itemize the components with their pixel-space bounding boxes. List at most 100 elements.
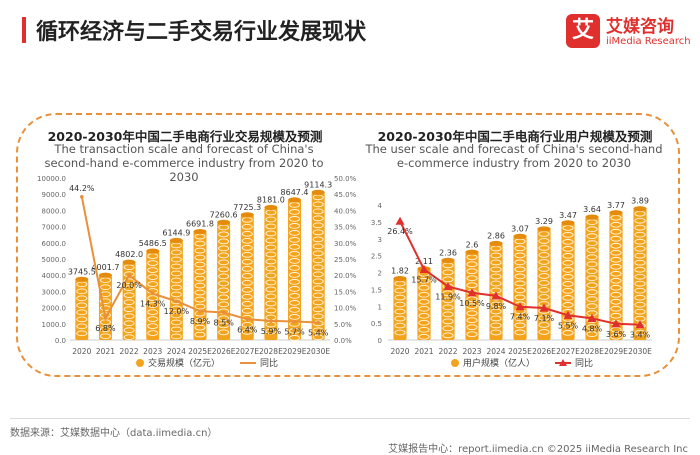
right-yoy-label: 3.6% — [606, 330, 627, 339]
left-legend-bar-swatch — [136, 359, 144, 367]
right-yoy-label: 7.1% — [534, 314, 555, 323]
left-y-tick-right: 30.0% — [334, 240, 357, 248]
left-yoy-point — [198, 309, 202, 313]
left-y-tick-right: 40.0% — [334, 207, 357, 215]
right-bar-label: 2.36 — [439, 248, 457, 257]
left-yoy-point — [316, 320, 320, 325]
left-bar-label: 8181.0 — [257, 195, 285, 204]
left-bar-label: 4802.0 — [115, 250, 143, 259]
left-yoy-label: 5.9% — [261, 327, 282, 336]
right-bar-label: 2.11 — [415, 257, 433, 266]
footer-source: 数据来源：艾媒数据中心（data.iimedia.cn） — [10, 428, 218, 439]
right-bar-label: 3.89 — [631, 197, 649, 206]
left-y-tick-left: 0.0 — [55, 337, 66, 345]
left-bar-label: 7725.3 — [233, 203, 261, 212]
left-y-tick-right: 15.0% — [334, 288, 357, 296]
right-bar-label: 3.07 — [511, 224, 529, 233]
left-legend-line-label: 同比 — [260, 357, 278, 369]
right-bar-label: 3.29 — [535, 217, 553, 226]
left-x-tick: 2025E — [188, 347, 212, 356]
right-x-tick: 2021 — [414, 347, 433, 356]
left-bar — [146, 248, 160, 340]
left-x-tick: 2022 — [120, 347, 139, 356]
right-x-tick: 2028E — [580, 347, 604, 356]
left-yoy-label: 8.5% — [213, 318, 234, 327]
left-yoy-label: 5.7% — [284, 328, 305, 337]
left-yoy-label: 8.9% — [190, 317, 211, 326]
right-bar-label: 1.82 — [391, 267, 409, 276]
right-yoy-point — [443, 281, 453, 291]
left-yoy-label: 5.4% — [308, 329, 329, 338]
right-y-tick-left: 0.5 — [371, 320, 382, 328]
left-yoy-point — [150, 291, 155, 296]
left-bar-label: 6691.8 — [186, 220, 214, 229]
right-x-tick: 2030E — [628, 347, 652, 356]
right-yoy-label: 10.5% — [459, 299, 485, 308]
right-bar-label: 2.86 — [487, 231, 505, 240]
left-y-tick-right: 0.0% — [334, 337, 352, 345]
right-bar — [633, 206, 647, 340]
right-yoy-label: 4.8% — [582, 324, 603, 333]
right-chart-subtitle: The user scale and forecast of China's s… — [365, 142, 663, 170]
left-bar — [98, 272, 112, 340]
left-yoy-label: 6.8% — [95, 324, 116, 333]
left-yoy-point — [103, 316, 108, 320]
right-bar — [489, 240, 503, 340]
right-x-tick: 2025E — [508, 347, 532, 356]
left-y-tick-left: 7000.0 — [42, 224, 67, 232]
left-y-tick-left: 5000.0 — [42, 256, 67, 264]
left-bar — [193, 228, 207, 340]
left-yoy-point — [269, 319, 273, 323]
right-y-tick-left: 2 — [378, 270, 382, 278]
left-y-tick-right: 50.0% — [334, 175, 357, 183]
brand-logo: 艾 艾媒咨询 iiMedia Research — [566, 12, 691, 54]
left-y-tick-right: 25.0% — [334, 256, 357, 264]
right-yoy-label: 15.7% — [411, 275, 437, 284]
right-x-tick: 2020 — [390, 347, 409, 356]
left-y-tick-left: 1000.0 — [42, 321, 67, 329]
left-bar-label: 7260.6 — [210, 210, 238, 219]
left-x-tick: 2030E — [306, 347, 330, 356]
right-yoy-label: 26.4% — [387, 227, 413, 236]
right-legend-line-marker — [559, 359, 567, 366]
left-y-tick-left: 8000.0 — [42, 207, 67, 215]
right-legend-bar-label: 用户规模（亿人） — [463, 357, 535, 369]
right-chart-title: 2020-2030年中国二手电商行业用户规模及预测 — [377, 129, 653, 144]
left-bar — [169, 237, 183, 340]
left-x-tick: 2024 — [167, 347, 186, 356]
right-bar-label: 2.6 — [466, 240, 479, 249]
right-x-tick: 2022 — [438, 347, 457, 356]
footer-divider — [10, 418, 690, 419]
logo-cn-text: 艾媒咨询 — [606, 17, 674, 37]
left-bar — [75, 276, 89, 340]
left-yoy-label: 12.0% — [164, 307, 190, 316]
right-y-tick-left: 3 — [378, 236, 382, 244]
left-bar — [288, 197, 302, 341]
right-yoy-point — [419, 264, 429, 273]
left-y-tick-right: 10.0% — [334, 305, 357, 313]
title-accent-bar — [22, 17, 26, 43]
right-y-tick-left: 1.5 — [371, 286, 382, 294]
right-yoy-point — [395, 216, 405, 225]
right-bar-label: 3.64 — [583, 205, 601, 214]
left-x-tick: 2023 — [143, 347, 162, 356]
right-yoy-label: 9.8% — [486, 302, 507, 311]
left-bar — [264, 204, 278, 340]
left-x-tick: 2028E — [259, 347, 283, 356]
left-yoy-point — [221, 310, 226, 315]
right-x-tick: 2023 — [462, 347, 481, 356]
left-y-tick-right: 45.0% — [334, 191, 357, 199]
right-yoy-label: 11.9% — [435, 292, 461, 301]
right-yoy-label: 5.5% — [558, 321, 579, 330]
right-x-tick: 2029E — [604, 347, 628, 356]
left-y-tick-right: 20.0% — [334, 272, 357, 280]
right-x-tick: 2027E — [556, 347, 580, 356]
right-yoy-point — [515, 302, 525, 311]
right-legend-bar-swatch — [451, 359, 459, 367]
logo-icon: 艾 — [566, 14, 600, 48]
right-yoy-label: 3.4% — [630, 331, 651, 340]
right-bar — [393, 275, 407, 340]
left-yoy-point — [174, 299, 179, 303]
right-y-tick-left: 1 — [378, 303, 382, 311]
